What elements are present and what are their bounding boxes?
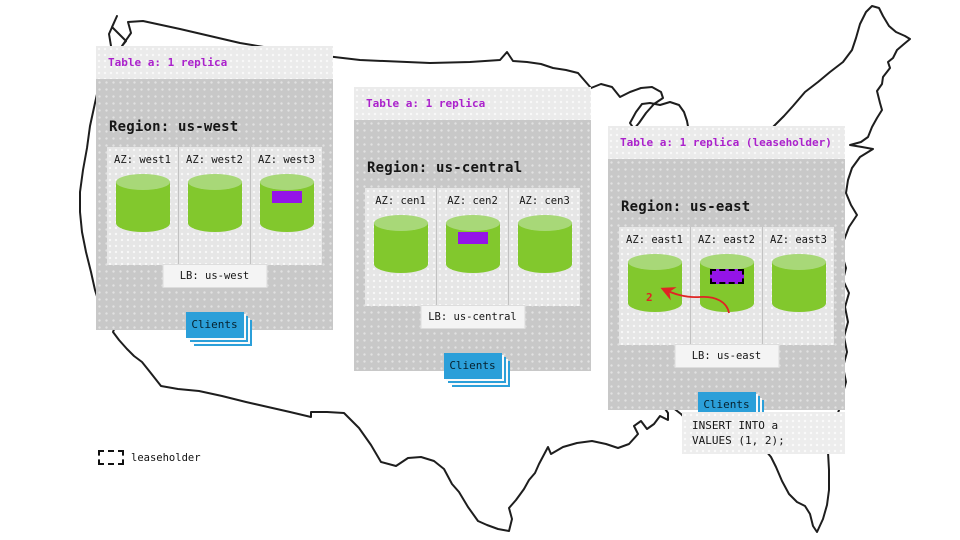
leaseholder-legend: leaseholder <box>98 450 201 465</box>
table-replica-header: Table a: 1 replica <box>354 87 591 120</box>
region-title: Region: us-east <box>621 199 751 215</box>
az-cell-cen1: AZ: cen1 <box>365 188 436 306</box>
az-cell-east2: AZ: east2 <box>690 227 762 345</box>
database-node-cylinder <box>517 215 572 273</box>
az-row: AZ: east1 AZ: east2 AZ: east3 <box>619 227 834 345</box>
az-cell-east1: AZ: east1 <box>619 227 690 345</box>
legend-label: leaseholder <box>131 451 201 464</box>
database-node-cylinder <box>771 254 826 312</box>
table-replica-label: Table a: 1 replica <box>366 97 486 110</box>
database-node-cylinder <box>627 254 682 312</box>
az-label: AZ: east1 <box>626 234 683 246</box>
database-node-cylinder <box>187 174 242 232</box>
table-replica-label: Table a: 1 replica <box>108 56 228 69</box>
az-row: AZ: cen1 AZ: cen2 AZ: cen3 <box>365 188 580 306</box>
sql-statement-note: INSERT INTO a VALUES (1, 2); <box>682 412 845 454</box>
load-balancer-box: LB: us-east <box>674 344 779 368</box>
region-panel-us-east: Table a: 1 replica (leaseholder) Region:… <box>608 126 845 418</box>
region-panel-body: Region: us-central AZ: cen1 AZ: cen2 AZ:… <box>354 120 591 379</box>
database-node-cylinder <box>373 215 428 273</box>
az-row: AZ: west1 AZ: west2 AZ: west3 <box>107 147 322 265</box>
sql-line-2: VALUES (1, 2); <box>692 434 785 447</box>
az-cell-west3: AZ: west3 <box>250 147 322 265</box>
region-title: Region: us-central <box>367 160 523 176</box>
az-label: AZ: cen1 <box>375 195 426 207</box>
clients-box: Clients <box>185 312 244 338</box>
table-replica-label: Table a: 1 replica (leaseholder) <box>620 136 832 149</box>
region-panel-body: Region: us-east AZ: east1 AZ: east2 AZ: … <box>608 159 845 418</box>
database-node-cylinder <box>699 254 754 312</box>
database-node-cylinder <box>115 174 170 232</box>
region-title: Region: us-west <box>109 119 239 135</box>
clients-box: Clients <box>443 353 502 379</box>
az-label: AZ: cen3 <box>519 195 570 207</box>
az-label: AZ: west1 <box>114 154 171 166</box>
database-node-cylinder <box>259 174 314 232</box>
region-panel-us-west: Table a: 1 replica Region: us-west AZ: w… <box>96 46 333 338</box>
replica-marker <box>457 232 488 244</box>
replica-marker <box>271 191 302 203</box>
az-cell-east3: AZ: east3 <box>762 227 834 345</box>
step-number-label: 2 <box>646 291 653 304</box>
leaseholder-replica-marker <box>709 269 744 284</box>
load-balancer-box: LB: us-central <box>420 305 525 329</box>
database-node-cylinder <box>445 215 500 273</box>
az-label: AZ: cen2 <box>447 195 498 207</box>
region-panel-body: Region: us-west AZ: west1 AZ: west2 AZ: … <box>96 79 333 338</box>
leaseholder-swatch-icon <box>98 450 124 465</box>
az-cell-west2: AZ: west2 <box>178 147 250 265</box>
table-replica-header: Table a: 1 replica <box>96 46 333 79</box>
az-label: AZ: east3 <box>770 234 827 246</box>
az-label: AZ: west3 <box>258 154 315 166</box>
load-balancer-box: LB: us-west <box>162 264 267 288</box>
az-cell-cen2: AZ: cen2 <box>436 188 508 306</box>
az-label: AZ: west2 <box>186 154 243 166</box>
az-cell-west1: AZ: west1 <box>107 147 178 265</box>
region-panel-us-central: Table a: 1 replica Region: us-central AZ… <box>354 87 591 379</box>
az-label: AZ: east2 <box>698 234 755 246</box>
table-replica-header: Table a: 1 replica (leaseholder) <box>608 126 845 159</box>
sql-line-1: INSERT INTO a <box>692 419 779 432</box>
az-cell-cen3: AZ: cen3 <box>508 188 580 306</box>
